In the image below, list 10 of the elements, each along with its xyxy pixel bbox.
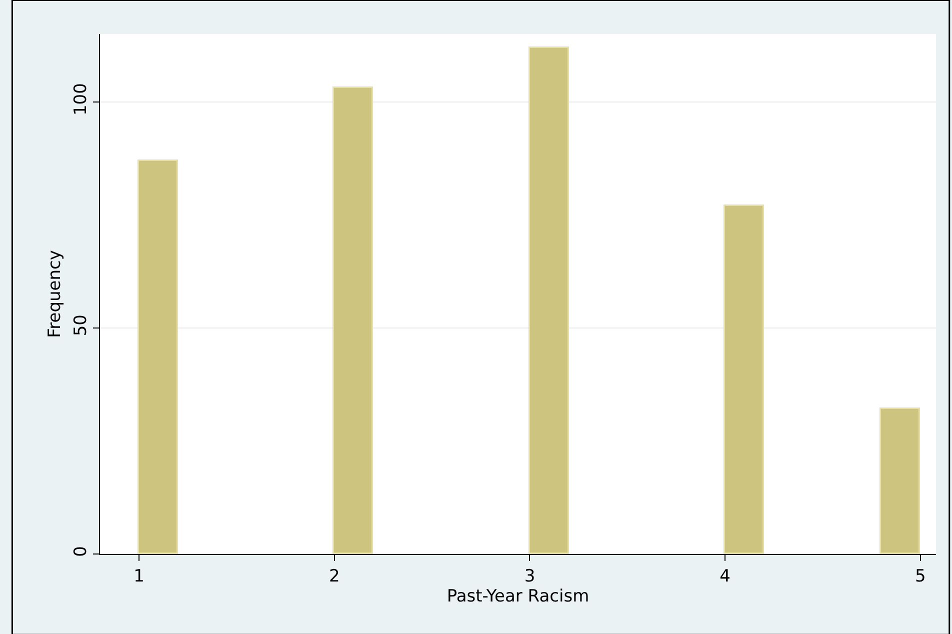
y-tick-label: 100 [71,83,92,116]
y-tick-label: 50 [71,314,92,336]
x-tick-label: 2 [328,566,340,586]
x-tick-label: 4 [720,566,730,586]
x-tick-label: 5 [914,566,926,586]
x-tick-label: 1 [134,566,144,586]
x-axis-title: Past-Year Racism [446,586,590,606]
y-tick-label: 0 [71,546,92,557]
y-axis-title: Frequency [44,250,65,338]
x-tick-label: 3 [524,566,536,586]
